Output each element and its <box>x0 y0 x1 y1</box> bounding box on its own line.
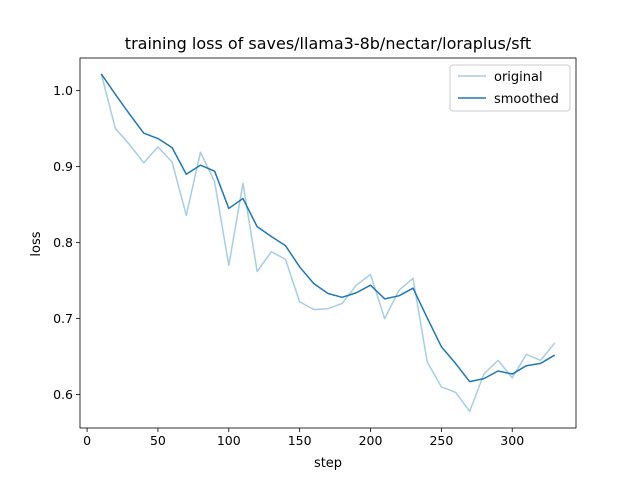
smoothed-point <box>440 346 442 348</box>
smoothed-point <box>115 94 117 96</box>
original-point <box>398 290 400 292</box>
smoothed-point <box>285 245 287 247</box>
original-point <box>171 161 173 163</box>
original-point <box>341 303 343 305</box>
y-tick-label: 1.0 <box>53 83 73 98</box>
y-axis-label: loss <box>29 231 44 256</box>
x-tick-label: 100 <box>217 433 241 448</box>
chart-title: training loss of saves/llama3-8b/nectar/… <box>125 34 531 53</box>
original-point <box>483 373 485 375</box>
original-point <box>426 361 428 363</box>
smoothed-point <box>157 138 159 140</box>
legend: original smoothed <box>449 64 571 112</box>
x-tick-label: 0 <box>83 433 91 448</box>
x-tick-label: 200 <box>359 433 383 448</box>
original-point <box>412 277 414 279</box>
y-tick-label: 0.6 <box>53 387 73 402</box>
original-point <box>497 359 499 361</box>
smoothed-point <box>228 208 230 210</box>
original-point <box>214 181 216 183</box>
x-tick-label: 150 <box>288 433 312 448</box>
original-point <box>285 258 287 260</box>
smoothed-point <box>341 296 343 298</box>
smoothed-point <box>398 295 400 297</box>
original-point <box>313 309 315 311</box>
y-tick-label: 0.7 <box>53 311 73 326</box>
original-line <box>100 73 556 413</box>
y-tick-label: 0.8 <box>53 235 73 250</box>
original-point <box>242 182 244 184</box>
original-point <box>256 271 258 273</box>
original-point <box>157 146 159 148</box>
original-point <box>554 342 556 344</box>
smoothed-point <box>256 226 258 228</box>
original-point <box>469 410 471 412</box>
smoothed-point <box>270 236 272 238</box>
smoothed-point <box>100 73 102 75</box>
smoothed-point <box>511 373 513 375</box>
x-tick-label: 50 <box>150 433 166 448</box>
smoothed-point <box>129 113 131 115</box>
original-point <box>143 162 145 164</box>
smoothed-point <box>185 173 187 175</box>
original-point <box>200 151 202 153</box>
original-point <box>185 214 187 216</box>
smoothed-point <box>469 381 471 383</box>
original-point <box>228 265 230 267</box>
original-point <box>327 308 329 310</box>
smoothed-point <box>554 354 556 356</box>
smoothed-point <box>214 170 216 172</box>
smoothed-point <box>200 164 202 166</box>
x-tick-label: 250 <box>429 433 453 448</box>
smoothed-point <box>327 293 329 295</box>
smoothed-point <box>483 378 485 380</box>
smoothed-point <box>370 284 372 286</box>
smoothed-point <box>384 298 386 300</box>
smoothed-point <box>497 370 499 372</box>
original-point <box>440 386 442 388</box>
plot-area: 0 50 100 150 200 250 300 0.6 0.7 0.8 0.9 1.0 <box>53 57 577 448</box>
original-point <box>511 377 513 379</box>
x-axis-label: step <box>314 456 342 471</box>
smoothed-point <box>540 363 542 365</box>
original-point <box>270 251 272 253</box>
original-point <box>455 391 457 393</box>
smoothed-point <box>526 365 528 367</box>
smoothed-point <box>412 287 414 289</box>
smoothed-point <box>455 363 457 365</box>
smoothed-point <box>242 198 244 200</box>
original-point <box>526 353 528 355</box>
smoothed-point <box>143 132 145 134</box>
smoothed-point <box>299 266 301 268</box>
original-point <box>370 274 372 276</box>
legend-original-label: original <box>494 70 543 85</box>
smoothed-point <box>355 292 357 294</box>
original-point <box>540 359 542 361</box>
original-point <box>129 144 131 146</box>
original-point <box>299 301 301 303</box>
x-tick-label: 300 <box>500 433 524 448</box>
legend-smoothed-label: smoothed <box>494 92 559 107</box>
smoothed-point <box>313 283 315 285</box>
smoothed-point <box>171 147 173 149</box>
smoothed-point <box>426 317 428 319</box>
smoothed-line <box>100 73 556 383</box>
original-point <box>384 318 386 320</box>
original-point <box>115 128 117 130</box>
original-point <box>355 284 357 286</box>
y-tick-label: 0.9 <box>53 159 73 174</box>
